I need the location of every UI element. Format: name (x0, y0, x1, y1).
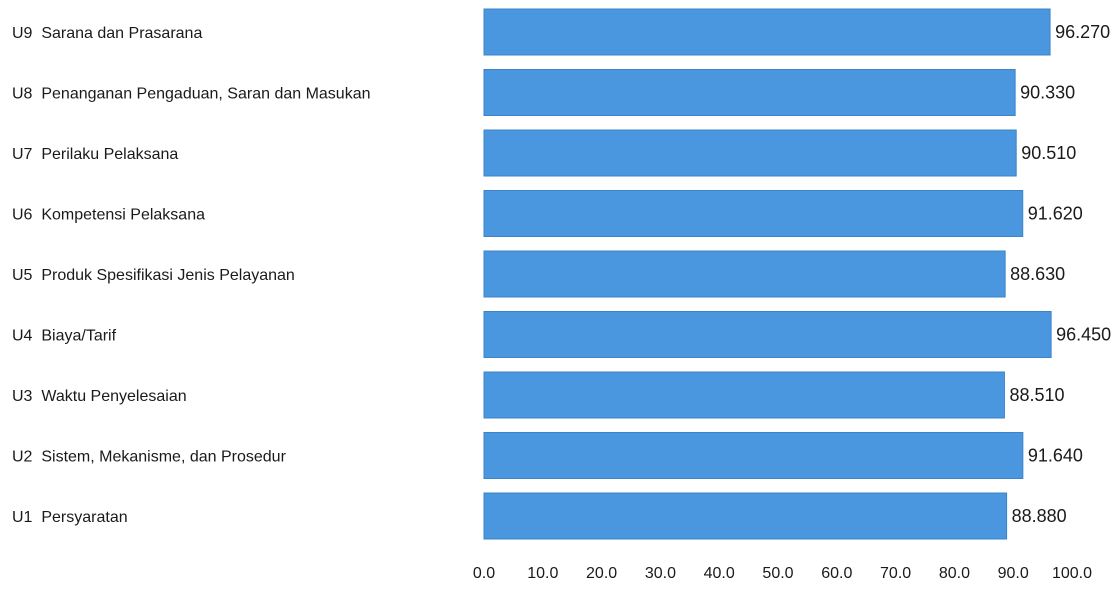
value-labels-group: 96.270 90.330 90.510 91.620 88.630 96.450 88.5… (1009, 22, 1111, 526)
bar-u5 (483, 250, 1006, 298)
bar-u4 (483, 311, 1052, 358)
category-labels-group: U9 Sarana dan Prasarana U8 Penanganan Pen… (12, 25, 371, 526)
value-label: 88.880 (1012, 506, 1067, 526)
value-label: 91.620 (1028, 204, 1083, 224)
category-label: U8 Penanganan Pengaduan, Saran dan Masuk… (12, 86, 371, 103)
value-label: 91.640 (1028, 446, 1083, 466)
x-tick-label: 100.0 (1052, 565, 1092, 582)
bars-group (483, 8, 1052, 540)
x-tick-label: 20.0 (586, 565, 617, 582)
bar-u8 (483, 69, 1016, 116)
category-label: U4 Biaya/Tarif (12, 328, 117, 345)
category-label: U5 Produk Spesifikasi Jenis Pelayanan (12, 267, 295, 284)
bar-u6 (483, 190, 1024, 237)
x-tick-label: 50.0 (762, 565, 793, 582)
category-label: U1 Persyaratan (12, 509, 128, 526)
category-label: U2 Sistem, Mekanisme, dan Prosedur (12, 449, 287, 466)
bar-u1 (483, 492, 1008, 540)
bar-u9 (483, 8, 1051, 56)
value-label: 96.450 (1056, 325, 1111, 345)
x-tick-label: 70.0 (880, 565, 911, 582)
x-tick-label: 80.0 (939, 565, 970, 582)
value-label: 90.510 (1021, 143, 1076, 163)
category-label: U9 Sarana dan Prasarana (12, 25, 202, 42)
value-label: 88.630 (1010, 264, 1065, 284)
x-tick-label: 30.0 (645, 565, 676, 582)
value-label: 96.270 (1055, 22, 1110, 42)
bar-u2 (483, 432, 1024, 479)
value-label: 88.510 (1009, 385, 1064, 405)
x-tick-label: 60.0 (821, 565, 852, 582)
category-label: U6 Kompetensi Pelaksana (12, 207, 205, 224)
x-tick-label: 90.0 (998, 565, 1029, 582)
category-label: U7 Perilaku Pelaksana (12, 146, 178, 163)
bar-u3 (483, 371, 1005, 419)
bar-u7 (483, 129, 1017, 177)
value-label: 90.330 (1020, 83, 1075, 103)
x-tick-label: 40.0 (704, 565, 735, 582)
x-tick-label: 10.0 (527, 565, 558, 582)
category-label: U3 Waktu Penyelesaian (12, 388, 187, 405)
x-axis-ticks-group: 0.0 10.0 20.0 30.0 40.0 50.0 60.0 70.0 80.0 90.0 1… (473, 565, 1092, 582)
x-tick-label: 0.0 (473, 565, 495, 582)
